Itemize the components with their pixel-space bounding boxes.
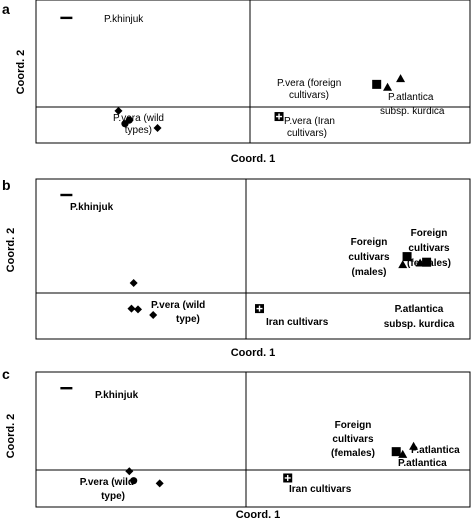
data-label: P.atlantica xyxy=(398,458,447,469)
diamond-marker xyxy=(149,311,158,319)
data-label: P.vera (Iran cultivars) xyxy=(284,116,335,139)
data-label: P.vera (wild type) xyxy=(80,477,134,502)
diamond-marker xyxy=(114,106,123,115)
data-label: Foreign cultivars (females) xyxy=(407,228,451,269)
square-marker xyxy=(402,252,412,262)
plus-box-marker xyxy=(255,304,265,314)
plus-box-marker xyxy=(283,473,293,483)
panel-letter-c: c xyxy=(2,366,10,382)
y-axis-title: Coord. 2 xyxy=(5,228,17,273)
circle-marker xyxy=(121,120,129,128)
plot-frame xyxy=(35,178,471,340)
x-axis-title: Coord. 1 xyxy=(231,347,276,359)
data-label: P.atlantica xyxy=(411,445,460,456)
data-label: P.khinjuk xyxy=(95,390,139,401)
plot-frame xyxy=(35,0,471,144)
diamond-marker xyxy=(129,279,138,287)
data-label: P.vera (wild type) xyxy=(151,300,205,325)
data-label: Iran cultivars xyxy=(266,317,329,328)
triangle-marker xyxy=(396,74,406,83)
panel-c: c Coord. 1 Coord. 2 P.khinjuk P.vera (wi… xyxy=(2,366,471,520)
circle-marker xyxy=(130,477,138,485)
x-axis-title: Coord. 1 xyxy=(236,509,281,520)
panel-letter-b: b xyxy=(2,177,11,193)
data-label: P.atlantica subsp. kurdica xyxy=(384,304,455,330)
square-marker xyxy=(422,257,432,267)
data-label: Iran cultivars xyxy=(289,484,352,495)
dash-marker xyxy=(60,16,73,20)
x-axis-title: Coord. 1 xyxy=(231,153,276,165)
data-label: P.vera (wild types) xyxy=(113,113,164,136)
triangle-marker xyxy=(383,82,393,91)
y-axis-title: Coord. 2 xyxy=(5,414,17,459)
data-marks xyxy=(60,387,419,488)
plot-frame xyxy=(35,371,471,508)
diamond-marker xyxy=(125,467,134,476)
panel-b: b Coord. 1 Coord. 2 P.khinjuk P.vera (wi… xyxy=(2,177,471,359)
diamond-marker xyxy=(133,305,142,314)
triangle-marker xyxy=(409,441,419,450)
plus-box-marker xyxy=(274,112,284,122)
data-label: Foreign cultivars (males) xyxy=(348,237,390,278)
dash-marker xyxy=(60,193,73,197)
data-label: P.atlantica subsp. kurdica xyxy=(380,92,445,117)
triangle-marker xyxy=(398,449,408,458)
diamond-marker xyxy=(153,123,162,132)
diamond-marker xyxy=(127,304,136,313)
panel-letter-a: a xyxy=(2,1,10,17)
square-marker xyxy=(372,79,382,89)
data-label: Foreign cultivars (females) xyxy=(331,420,375,459)
data-marks xyxy=(60,16,406,132)
diamond-marker xyxy=(155,479,164,488)
data-label: P.khinjuk xyxy=(70,202,114,213)
panel-a: a Coord. 1 Coord. 2 P.khinjuk P.vera (wi… xyxy=(2,0,471,165)
data-marks xyxy=(60,193,432,319)
data-label: P.vera (foreign cultivars) xyxy=(277,78,341,101)
y-axis-title: Coord. 2 xyxy=(15,50,27,95)
square-marker xyxy=(391,447,401,457)
dash-marker xyxy=(60,387,73,390)
triangle-marker xyxy=(398,260,408,269)
data-label: P.khinjuk xyxy=(104,14,144,25)
